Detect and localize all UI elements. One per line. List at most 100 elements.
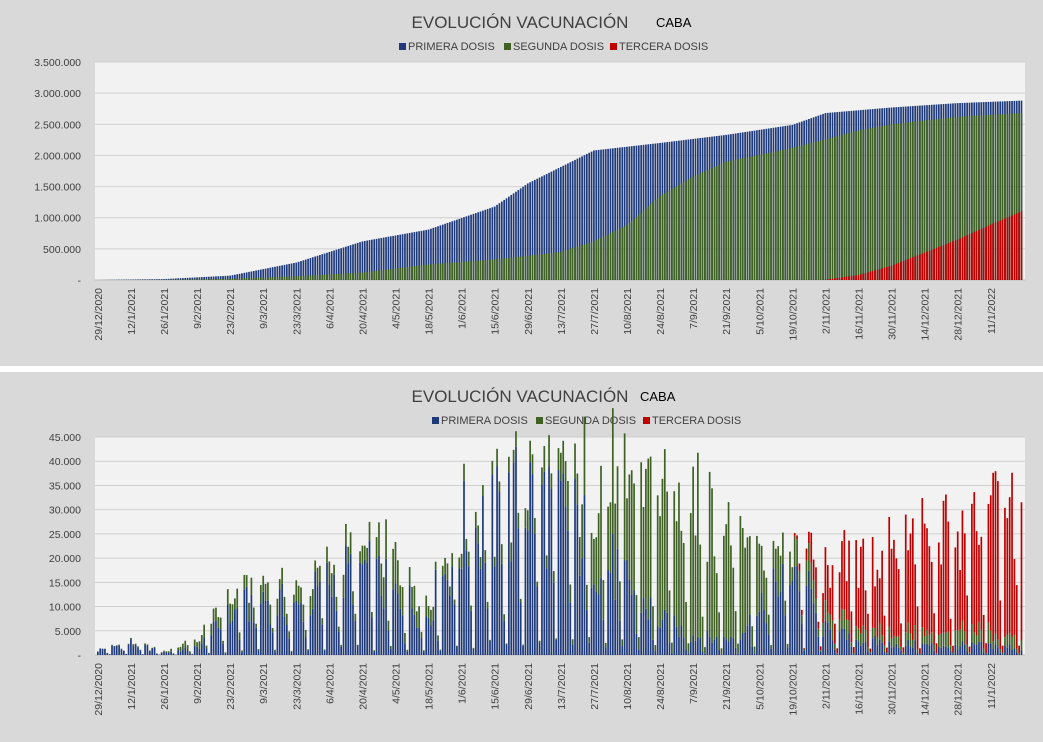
bar-tercera xyxy=(841,277,843,280)
bar-tercera xyxy=(933,613,935,645)
x-tick-label: 30/11/2021 xyxy=(887,663,899,715)
bar-segunda xyxy=(479,260,482,280)
bar-segunda xyxy=(288,276,291,280)
bar-primera xyxy=(361,564,364,655)
bar-primera xyxy=(467,215,470,280)
bar-primera xyxy=(215,620,217,655)
bar-primera xyxy=(441,576,444,655)
bar-primera xyxy=(427,617,430,655)
bar-primera xyxy=(354,620,357,655)
bar-primera xyxy=(635,145,638,280)
bar-segunda xyxy=(935,119,938,281)
bar-segunda xyxy=(871,127,874,280)
bar-tercera xyxy=(845,276,848,280)
bar-segunda xyxy=(371,271,373,280)
bar-primera xyxy=(368,240,371,280)
bar-primera xyxy=(198,649,201,655)
bar-segunda xyxy=(973,115,976,280)
bar-tercera xyxy=(826,279,829,280)
bar-segunda xyxy=(919,653,921,655)
bar-segunda xyxy=(304,629,307,638)
bar-segunda xyxy=(841,134,843,280)
bar-segunda xyxy=(772,151,775,280)
bar-primera xyxy=(928,645,931,655)
bar-segunda xyxy=(800,145,803,280)
bar-primera xyxy=(902,653,905,655)
bar-segunda xyxy=(397,560,399,594)
bar-segunda xyxy=(732,160,735,280)
bar-primera xyxy=(649,597,652,655)
bar-segunda xyxy=(300,587,302,603)
bar-segunda xyxy=(701,172,704,280)
bar-primera xyxy=(326,252,328,280)
bar-segunda xyxy=(994,114,997,280)
bar-segunda xyxy=(349,532,352,554)
bar-primera xyxy=(654,651,657,655)
bar-primera xyxy=(569,162,572,280)
bar-segunda xyxy=(607,234,609,280)
bar-segunda xyxy=(437,635,439,641)
bar-primera xyxy=(720,654,723,655)
bar-primera xyxy=(675,626,678,655)
bar-primera xyxy=(829,629,831,655)
bar-segunda xyxy=(229,278,231,280)
bar-segunda xyxy=(380,270,383,280)
bar-primera xyxy=(134,645,137,655)
bar-segunda xyxy=(186,279,189,280)
bar-primera xyxy=(552,170,555,280)
bar-segunda xyxy=(971,115,973,280)
bar-segunda xyxy=(316,275,319,280)
bar-segunda xyxy=(486,601,489,609)
x-tick-label: 23/2/2021 xyxy=(225,663,237,710)
bar-segunda xyxy=(834,136,836,280)
bar-tercera xyxy=(878,269,881,280)
bar-primera xyxy=(368,540,371,655)
bar-primera xyxy=(526,531,529,655)
bar-segunda xyxy=(874,127,876,281)
bar-primera xyxy=(855,639,857,655)
bar-segunda xyxy=(368,271,371,280)
bar-tercera xyxy=(954,240,957,280)
bar-primera xyxy=(158,279,161,280)
bar-tercera xyxy=(826,565,829,613)
bar-primera xyxy=(609,572,612,655)
bar-segunda xyxy=(451,262,454,280)
bar-tercera xyxy=(963,236,966,280)
bar-primera xyxy=(146,645,149,655)
bar-segunda xyxy=(706,561,709,631)
bar-segunda xyxy=(765,577,768,624)
bar-segunda xyxy=(708,169,711,280)
bar-primera xyxy=(418,231,420,280)
bar-segunda xyxy=(897,635,900,648)
bar-segunda xyxy=(642,507,645,598)
bar-segunda xyxy=(387,269,390,280)
bar-segunda xyxy=(404,632,406,644)
bar-primera xyxy=(170,651,172,655)
bar-segunda xyxy=(378,522,380,556)
bar-segunda xyxy=(751,156,754,280)
bar-primera xyxy=(706,630,709,655)
bar-tercera xyxy=(942,500,945,633)
bar-primera xyxy=(992,649,994,655)
y-tick-label: 2.500.000 xyxy=(34,119,81,131)
bar-tercera xyxy=(949,242,952,280)
bar-tercera xyxy=(971,503,973,625)
bar-primera xyxy=(822,636,824,655)
bar-segunda xyxy=(366,547,368,563)
legend-swatch xyxy=(399,43,406,50)
bar-segunda xyxy=(439,263,442,280)
bar-primera xyxy=(517,528,520,655)
bar-segunda xyxy=(269,277,272,280)
bar-segunda xyxy=(777,150,780,280)
bar-segunda xyxy=(588,242,591,280)
bar-segunda xyxy=(193,279,196,280)
bar-tercera xyxy=(824,547,827,601)
bar-segunda xyxy=(278,276,281,280)
bar-tercera xyxy=(852,275,855,280)
bar-segunda xyxy=(756,535,758,616)
bar-tercera xyxy=(907,259,909,280)
bar-segunda xyxy=(803,144,806,280)
bar-segunda xyxy=(812,580,815,604)
bar-segunda xyxy=(217,617,220,628)
bar-segunda xyxy=(604,642,607,648)
